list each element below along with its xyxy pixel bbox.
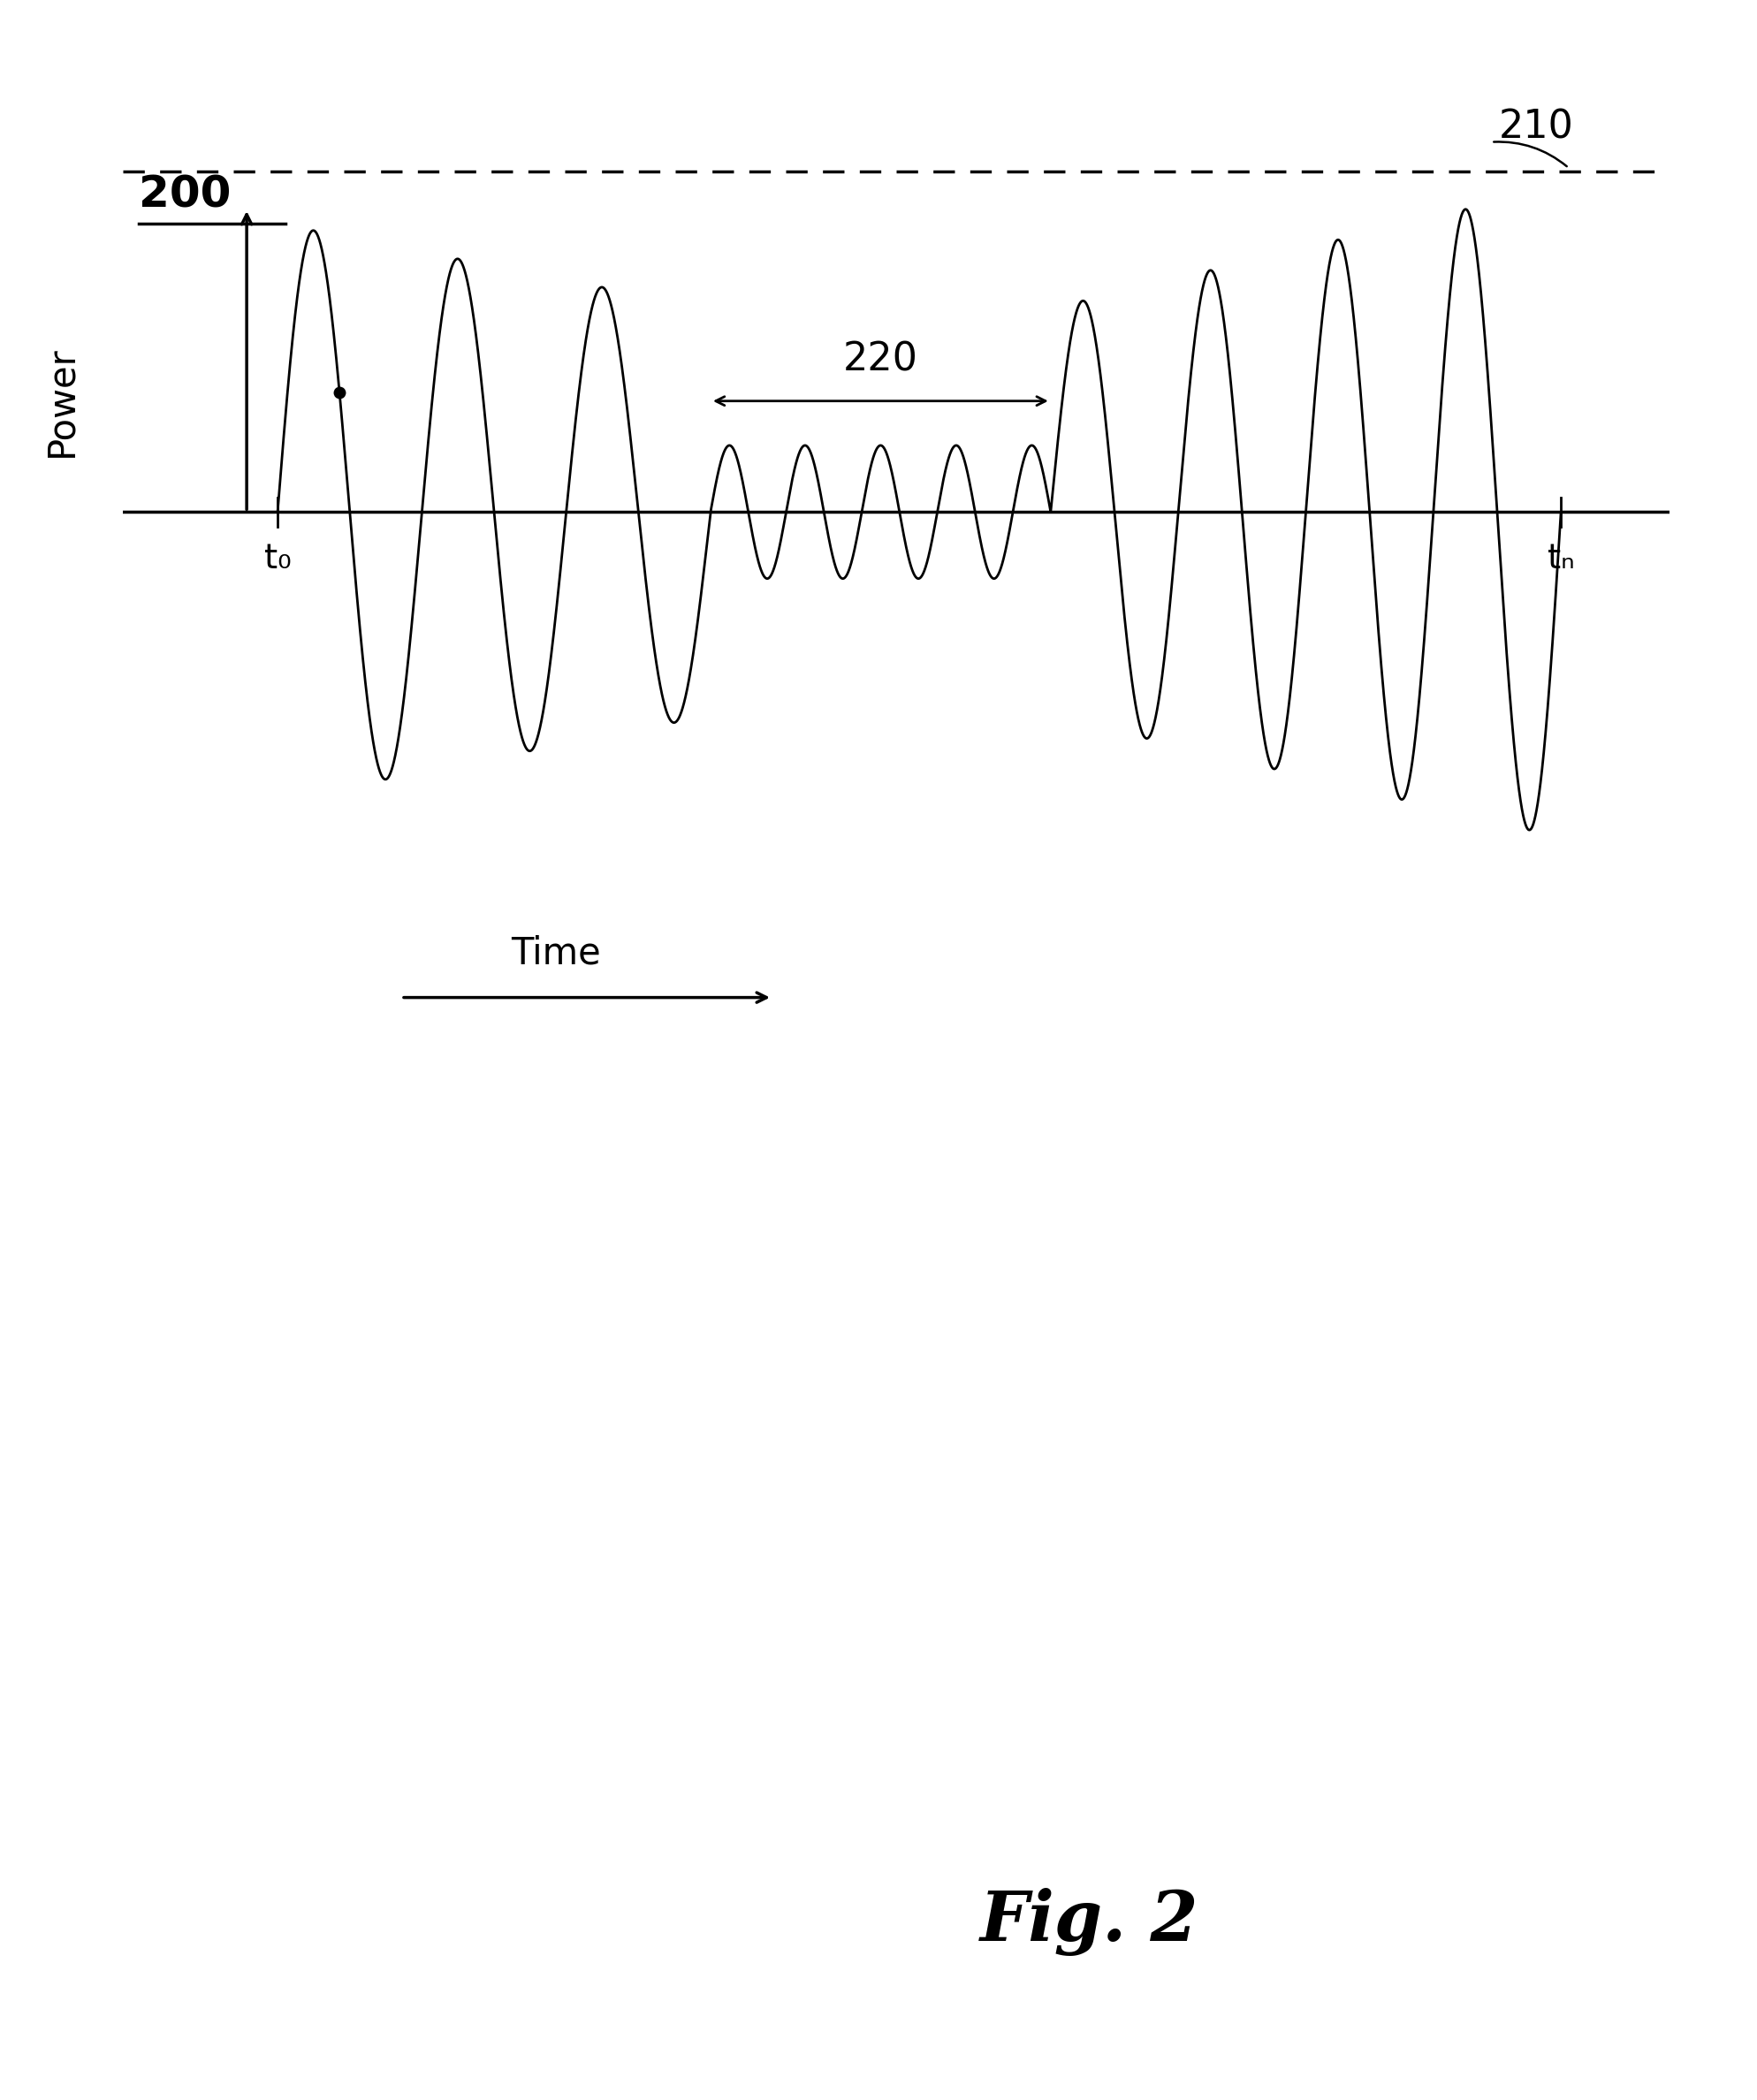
Text: 200: 200 [139,174,230,216]
Text: 210: 210 [1499,109,1574,147]
Text: t₀: t₀ [264,542,292,575]
Text: Time: Time [511,934,601,972]
Text: Power: Power [42,344,79,456]
Text: Fig. 2: Fig. 2 [980,1888,1198,1955]
Text: 220: 220 [843,340,919,378]
Text: tₙ: tₙ [1548,542,1574,575]
